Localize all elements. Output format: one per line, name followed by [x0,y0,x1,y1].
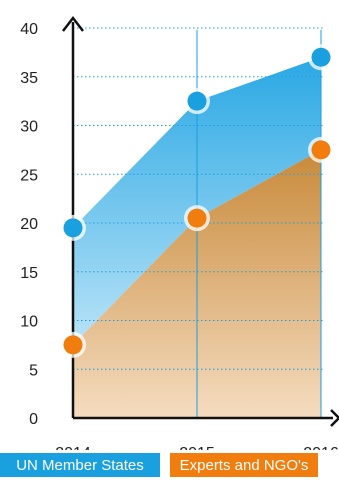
legend-ngo-label: Experts and NGO's [179,456,309,474]
y-tick-label-15: 15 [20,265,38,282]
legend-un-member-states: UN Member States [0,453,160,477]
point-un-2014 [63,218,83,238]
point-ngo-2016 [311,140,331,160]
y-tick-label-35: 35 [20,70,38,87]
area-chart: 0 5 10 15 20 25 30 35 40 2014 2015 2016 [20,15,339,450]
x-tick-label-2014: 2014 [55,445,91,450]
x-axis-arrow [330,409,339,427]
y-tick-label-20: 20 [20,216,38,233]
y-tick-label-5: 5 [29,362,38,379]
y-tick-label-40: 40 [20,21,38,38]
point-un-2016 [311,47,331,67]
x-tick-label-2015: 2015 [179,445,215,450]
y-tick-label-30: 30 [20,119,38,136]
point-ngo-2014 [63,335,83,355]
y-axis-arrow [62,15,84,32]
y-tick-label-10: 10 [20,314,38,331]
y-tick-label-0: 0 [29,411,38,428]
x-tick-label-2016: 2016 [303,445,339,450]
point-un-2015 [187,91,207,111]
legend-un-label: UN Member States [16,456,144,474]
point-ngo-2015 [187,208,207,228]
y-tick-label-25: 25 [20,167,38,184]
legend-experts-ngos: Experts and NGO's [170,453,318,477]
